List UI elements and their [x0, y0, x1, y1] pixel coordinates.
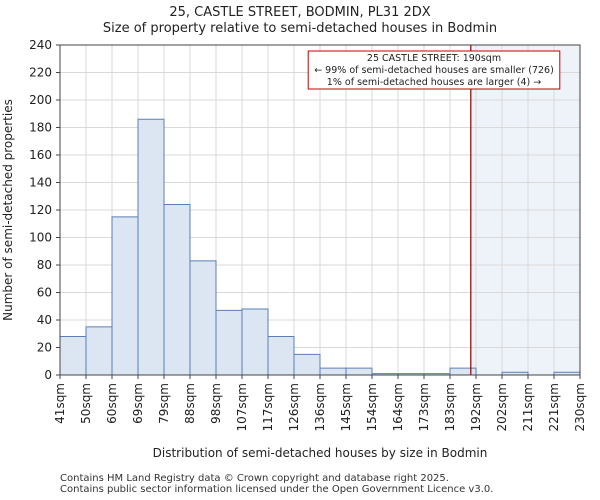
x-tick-label: 88sqm	[183, 383, 197, 424]
x-tick-label: 50sqm	[79, 383, 93, 424]
bar	[449, 367, 477, 376]
annotation-box: 25 CASTLE STREET: 190sqm ← 99% of semi-d…	[307, 50, 561, 90]
axes: 0 20 40 60 80 100 120 140 160 180 200 220 240 41sqm 50…	[29, 38, 587, 431]
x-tick-label: 202sqm	[495, 383, 509, 431]
bar	[319, 367, 347, 376]
y-tick-label: 60	[37, 286, 52, 300]
bar	[215, 309, 243, 376]
x-tick-label: 79sqm	[157, 383, 171, 424]
x-tick-label: 154sqm	[365, 383, 379, 431]
x-tick-label: 69sqm	[131, 383, 145, 424]
y-tick-label: 160	[29, 148, 52, 162]
bar	[137, 118, 165, 376]
x-axis-label: Distribution of semi-detached houses by …	[153, 446, 488, 460]
chart-subtitle: Size of property relative to semi-detach…	[102, 21, 498, 36]
bar	[111, 216, 139, 376]
footer-line-2: Contains public sector information licen…	[60, 484, 494, 495]
bar	[345, 367, 373, 376]
bar	[163, 204, 191, 376]
annotation-border	[307, 50, 561, 90]
y-tick-label: 0	[44, 368, 52, 382]
x-tick-label: 107sqm	[235, 383, 249, 431]
x-tick-label: 173sqm	[417, 383, 431, 431]
annotation-line-3: 1% of semi-detached houses are larger (4…	[327, 77, 541, 88]
x-tick-label: 230sqm	[573, 383, 587, 431]
y-tick-label: 200	[29, 93, 52, 107]
footer-line-1: Contains HM Land Registry data © Crown c…	[60, 473, 449, 484]
bar	[85, 326, 113, 376]
x-tick-label: 117sqm	[261, 383, 275, 431]
x-tick-label: 164sqm	[391, 383, 405, 431]
chart-title: 25, CASTLE STREET, BODMIN, PL31 2DX	[169, 5, 431, 20]
y-tick-label: 140	[29, 176, 52, 190]
x-tick-label: 145sqm	[339, 383, 353, 431]
y-axis-label: Number of semi-detached properties	[1, 99, 15, 321]
x-tick-label: 98sqm	[209, 383, 223, 424]
bar	[267, 336, 295, 376]
y-tick-label: 40	[37, 313, 52, 327]
bar	[293, 353, 321, 376]
x-tick-label: 211sqm	[521, 383, 535, 431]
y-tick-label: 240	[29, 38, 52, 52]
y-tick-label: 120	[29, 203, 52, 217]
y-tick-label: 80	[37, 258, 52, 272]
bar	[59, 336, 87, 376]
bar	[189, 260, 217, 376]
y-tick-label: 220	[29, 66, 52, 80]
annotation-line-1: 25 CASTLE STREET: 190sqm	[367, 53, 501, 64]
y-tick-label: 180	[29, 121, 52, 135]
y-tick-label: 20	[37, 341, 52, 355]
bars	[59, 118, 581, 376]
annotation-line-2: ← 99% of semi-detached houses are smalle…	[314, 65, 554, 76]
x-tick-label: 221sqm	[547, 383, 561, 431]
x-tick-label: 41sqm	[53, 383, 67, 424]
x-tick-label: 60sqm	[105, 383, 119, 424]
x-tick-label: 192sqm	[469, 383, 483, 431]
y-tick-label: 100	[29, 231, 52, 245]
x-tick-label: 136sqm	[313, 383, 327, 431]
x-tick-label: 183sqm	[443, 383, 457, 431]
x-tick-label: 126sqm	[287, 383, 301, 431]
bar	[241, 308, 269, 376]
